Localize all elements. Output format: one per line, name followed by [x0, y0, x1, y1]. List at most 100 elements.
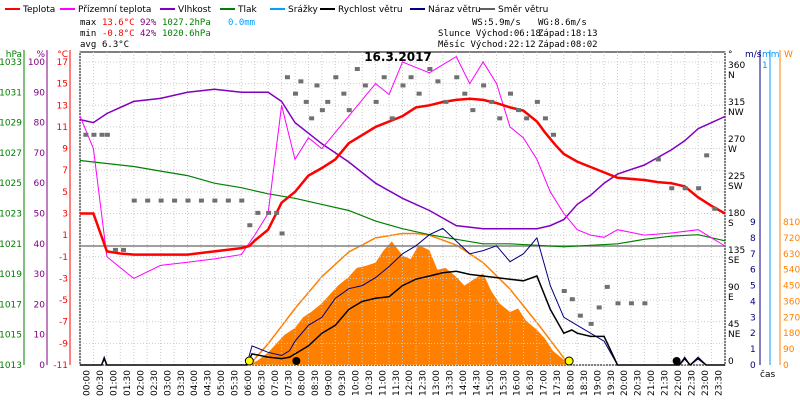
temperature-line — [80, 97, 726, 256]
x-tick-label: 11:30 — [392, 370, 402, 396]
avg-temp: 6.3°C — [102, 40, 129, 50]
temp-tick-label: 15 — [57, 80, 68, 90]
wind-direction-point — [427, 67, 433, 71]
wind-direction-point — [284, 75, 290, 80]
x-tick-label: 19:30 — [607, 370, 617, 396]
moonrise-marker — [672, 357, 681, 365]
direction-tick-compass: NW — [728, 108, 744, 118]
x-tick-label: 05:00 — [217, 370, 227, 396]
wind-direction-point — [416, 91, 422, 96]
wind-direction-point — [682, 186, 688, 191]
wind-tick-label: 1 — [750, 345, 756, 355]
wind-direction-point — [628, 301, 634, 306]
humidity-tick-label: 60 — [34, 179, 46, 189]
max-rain: 0.0mm — [228, 18, 255, 28]
wind-direction-point — [435, 79, 441, 84]
wind-direction-point — [198, 198, 204, 203]
legend-label: Rychlost větru — [338, 5, 403, 15]
humidity-tick-label: 100 — [28, 58, 45, 68]
legend-label: Vlhkost — [178, 5, 211, 15]
legend: Teplota Přízemní teplota Vlhkost Tlak Srážky… — [5, 5, 548, 15]
legend-label: Náraz větru — [428, 5, 481, 15]
temp-tick-label: -3 — [59, 274, 68, 284]
x-tick-label: 17:30 — [553, 370, 563, 396]
wind-direction-point — [346, 108, 352, 113]
x-tick-label: 12:00 — [405, 370, 415, 396]
temp-tick-label: -5 — [59, 296, 68, 306]
grid-layer — [79, 52, 726, 366]
humidity-axis-label: % — [36, 50, 45, 60]
hpa-tick-label: 1017 — [0, 300, 22, 310]
legend-label: Tlak — [237, 5, 258, 15]
wind-direction-point — [596, 305, 602, 310]
wind-direction-point — [333, 75, 339, 80]
pressure-line — [79, 159, 726, 248]
direction-tick-compass: SW — [728, 182, 743, 192]
x-tick-label: 17:00 — [540, 370, 550, 396]
humidity-tick-label: 50 — [34, 210, 46, 220]
legend-label: Teplota — [22, 5, 55, 15]
direction-tick-compass: E — [728, 293, 734, 303]
wind-direction-point — [255, 210, 261, 215]
x-tick-label: 16:30 — [526, 370, 536, 396]
wind-tick-label: 6 — [750, 266, 756, 276]
wind-direction-point — [470, 108, 476, 113]
direction-tick-label: 45 — [728, 320, 739, 330]
wind-direction-point — [131, 198, 137, 203]
humidity-tick-label: 10 — [34, 331, 46, 341]
x-axis-label: čas — [760, 369, 775, 380]
hpa-axis-label: hPa — [6, 50, 22, 60]
wind-direction-point — [542, 116, 548, 121]
legend-label: Přízemní teplota — [78, 5, 151, 15]
wind-direction-point — [588, 321, 594, 326]
hpa-tick-label: 1021 — [0, 240, 22, 250]
wind-speed-stat: WS:5.9m/s — [472, 18, 521, 28]
solar-area — [249, 241, 570, 365]
solar-tick-label: 540 — [783, 266, 800, 276]
x-tick-label: 16:00 — [513, 370, 523, 396]
hpa-tick-label: 1013 — [0, 361, 22, 371]
direction-tick-label: 135 — [728, 246, 745, 256]
wind-direction-point — [604, 284, 610, 289]
wind-direction-point — [454, 75, 460, 80]
wind-direction-point — [615, 301, 621, 306]
direction-tick-label: 90 — [728, 283, 740, 293]
humidity-tick-label: 20 — [34, 300, 46, 310]
x-tick-label: 20:30 — [634, 370, 644, 396]
x-tick-label: 08:30 — [311, 370, 321, 396]
wind-direction-point — [642, 301, 648, 306]
x-tick-label: 01:00 — [110, 370, 120, 396]
x-tick-label: 02:30 — [150, 370, 160, 396]
wind-direction-point — [239, 198, 245, 203]
wind-direction-point — [247, 223, 253, 228]
moon-rise: Měsíc Východ:22:12 — [438, 40, 536, 50]
solar-theoretical-line — [248, 232, 570, 366]
wind-direction-point — [104, 132, 110, 137]
temp-tick-label: 17 — [57, 58, 68, 68]
min-temp: -0.8°C — [102, 29, 135, 39]
x-tick-label: 01:30 — [123, 370, 133, 396]
x-tick-label: 09:30 — [338, 370, 348, 396]
solar-tick-label: 90 — [783, 345, 795, 355]
wind-direction-point — [212, 198, 218, 203]
stats-box: max 13.6°C 92% 1027.2hPa 0.0mm min -0.8°… — [80, 18, 598, 50]
wind-direction-point — [309, 116, 315, 121]
temp-tick-label: 9 — [62, 145, 68, 155]
axes-layer: 1013101510171019102110231025102710291031… — [0, 50, 800, 396]
wind-direction-point — [319, 108, 325, 113]
wind-direction-point — [443, 99, 449, 104]
sunrise-marker — [244, 356, 254, 366]
wind-tick-label: 4 — [750, 297, 756, 307]
humidity-tick-label: 30 — [34, 270, 46, 280]
temp-tick-label: 13 — [57, 101, 68, 111]
sun-set: Západ:18:13 — [538, 29, 598, 39]
max-pressure: 1027.2hPa — [162, 18, 211, 28]
hpa-tick-label: 1027 — [0, 149, 22, 159]
x-tick-label: 18:00 — [566, 370, 576, 396]
wind-tick-label: 9 — [750, 218, 756, 228]
wind-tick-label: 0 — [750, 361, 756, 371]
temp-tick-label: 5 — [62, 188, 68, 198]
temp-tick-label: -1 — [59, 253, 68, 263]
wind-direction-point — [274, 210, 280, 215]
x-tick-label: 07:30 — [284, 370, 294, 396]
